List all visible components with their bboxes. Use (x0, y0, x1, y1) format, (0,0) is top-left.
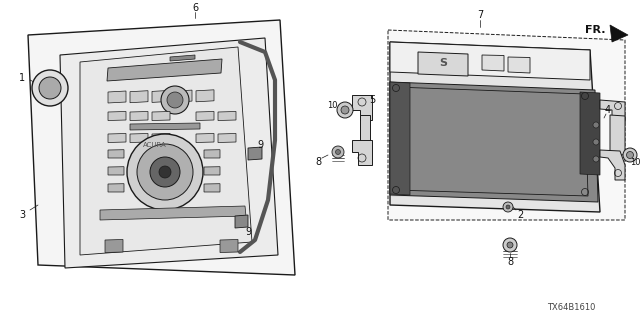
Text: 8: 8 (315, 157, 321, 167)
Circle shape (593, 122, 599, 128)
Polygon shape (196, 133, 214, 142)
Text: S: S (439, 58, 447, 68)
Circle shape (627, 151, 634, 158)
Polygon shape (152, 111, 170, 121)
Circle shape (593, 139, 599, 145)
Text: TX64B1610: TX64B1610 (547, 303, 595, 313)
Polygon shape (482, 55, 504, 71)
Circle shape (332, 146, 344, 158)
Polygon shape (352, 95, 372, 120)
Polygon shape (390, 82, 410, 195)
Polygon shape (152, 91, 170, 102)
Polygon shape (60, 38, 278, 268)
Text: 10: 10 (327, 100, 337, 109)
Polygon shape (107, 59, 222, 81)
Circle shape (503, 202, 513, 212)
Circle shape (137, 144, 193, 200)
Text: 1: 1 (19, 73, 25, 83)
Polygon shape (600, 100, 625, 122)
Polygon shape (390, 82, 598, 202)
Polygon shape (174, 90, 192, 102)
Polygon shape (196, 111, 214, 121)
Polygon shape (390, 42, 600, 212)
Text: 6: 6 (192, 3, 198, 13)
Polygon shape (28, 20, 295, 275)
Polygon shape (220, 239, 238, 252)
Polygon shape (130, 123, 200, 130)
Circle shape (341, 106, 349, 114)
Polygon shape (108, 111, 126, 121)
Circle shape (167, 92, 183, 108)
Polygon shape (388, 30, 625, 220)
Polygon shape (108, 91, 126, 103)
Polygon shape (418, 52, 468, 76)
Circle shape (506, 205, 510, 209)
Text: 8: 8 (507, 257, 513, 267)
Circle shape (32, 70, 68, 106)
Polygon shape (360, 115, 370, 145)
Polygon shape (170, 55, 195, 61)
Polygon shape (248, 147, 262, 160)
Polygon shape (100, 206, 246, 220)
Circle shape (507, 242, 513, 248)
Polygon shape (352, 140, 372, 165)
Text: FR.: FR. (585, 25, 605, 35)
Text: 9: 9 (245, 227, 251, 237)
Polygon shape (108, 184, 124, 192)
Text: 5: 5 (369, 95, 375, 105)
Circle shape (39, 77, 61, 99)
Polygon shape (108, 167, 124, 175)
Polygon shape (204, 184, 220, 192)
Polygon shape (152, 133, 170, 142)
Polygon shape (130, 91, 148, 103)
Circle shape (337, 102, 353, 118)
Circle shape (159, 166, 171, 178)
Text: ACURA: ACURA (143, 142, 167, 148)
Circle shape (503, 238, 517, 252)
Text: 10: 10 (630, 157, 640, 166)
Polygon shape (204, 150, 220, 158)
Polygon shape (105, 239, 123, 252)
Polygon shape (80, 47, 252, 255)
Polygon shape (610, 25, 628, 42)
Polygon shape (108, 150, 124, 158)
Circle shape (127, 134, 203, 210)
Polygon shape (580, 92, 600, 175)
Polygon shape (600, 150, 625, 180)
Circle shape (335, 149, 340, 155)
Circle shape (623, 148, 637, 162)
Polygon shape (610, 115, 625, 155)
Text: 7: 7 (477, 10, 483, 20)
Circle shape (161, 86, 189, 114)
Circle shape (593, 156, 599, 162)
Text: 3: 3 (19, 210, 25, 220)
Text: 4: 4 (605, 105, 611, 115)
Polygon shape (196, 90, 214, 102)
Polygon shape (130, 111, 148, 121)
Polygon shape (390, 42, 590, 80)
Text: 9: 9 (257, 140, 263, 150)
Polygon shape (130, 133, 148, 142)
Polygon shape (508, 57, 530, 73)
Polygon shape (218, 133, 236, 142)
Text: 2: 2 (517, 210, 523, 220)
Polygon shape (108, 133, 126, 142)
Circle shape (150, 157, 180, 187)
Polygon shape (235, 215, 248, 228)
Polygon shape (204, 167, 220, 175)
Polygon shape (218, 111, 236, 121)
